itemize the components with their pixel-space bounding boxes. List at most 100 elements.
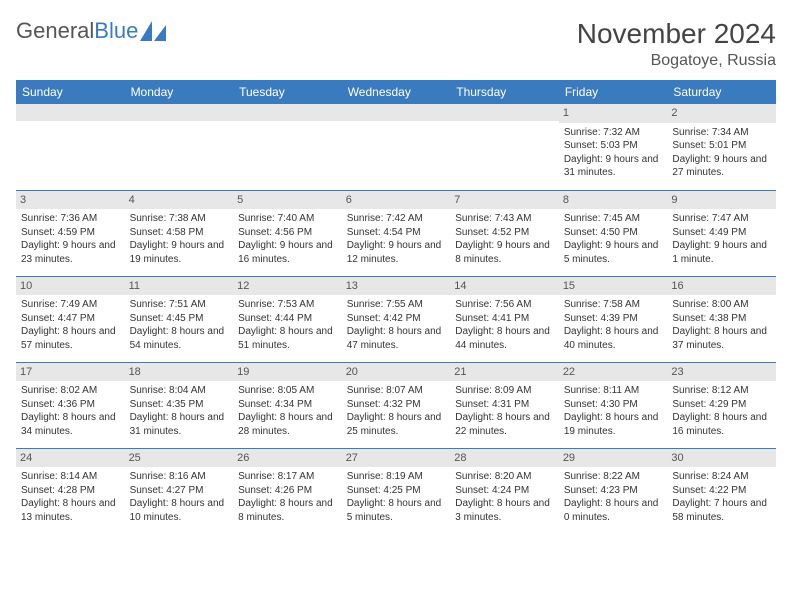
calendar-week-row: 10Sunrise: 7:49 AMSunset: 4:47 PMDayligh… [16, 276, 776, 362]
sunset-text: Sunset: 4:56 PM [238, 226, 337, 240]
sunset-text: Sunset: 4:34 PM [238, 398, 337, 412]
calendar-day-cell: 9Sunrise: 7:47 AMSunset: 4:49 PMDaylight… [667, 190, 776, 276]
daylight-text: Daylight: 8 hours and 16 minutes. [672, 411, 771, 438]
calendar-day-cell [342, 104, 451, 190]
sunset-text: Sunset: 4:50 PM [564, 226, 663, 240]
day-number: 12 [233, 277, 342, 296]
sunrise-text: Sunrise: 7:47 AM [672, 212, 771, 226]
weekday-heading: Saturday [667, 80, 776, 104]
day-number: 7 [450, 191, 559, 210]
calendar-day-cell: 19Sunrise: 8:05 AMSunset: 4:34 PMDayligh… [233, 362, 342, 448]
daylight-text: Daylight: 8 hours and 25 minutes. [347, 411, 446, 438]
calendar-day-cell: 15Sunrise: 7:58 AMSunset: 4:39 PMDayligh… [559, 276, 668, 362]
day-number: 8 [559, 191, 668, 210]
sunrise-text: Sunrise: 8:09 AM [455, 384, 554, 398]
weekday-heading: Friday [559, 80, 668, 104]
calendar-day-cell: 14 Sunrise: 7:56 AMSunset: 4:41 PMDayligh… [450, 276, 559, 362]
sunrise-text: Sunrise: 7:36 AM [21, 212, 120, 226]
day-number: 27 [342, 449, 451, 468]
empty-day [16, 104, 125, 121]
daylight-text: Daylight: 9 hours and 23 minutes. [21, 239, 120, 266]
daylight-text: Daylight: 7 hours and 58 minutes. [672, 497, 771, 524]
weekday-heading: Monday [125, 80, 234, 104]
sunset-text: Sunset: 4:30 PM [564, 398, 663, 412]
sunrise-text: Sunrise: 8:00 AM [672, 298, 771, 312]
brand-logo: GeneralBlue [16, 18, 166, 44]
calendar-day-cell: 1Sunrise: 7:32 AMSunset: 5:03 PMDaylight… [559, 104, 668, 190]
sunset-text: Sunset: 4:36 PM [21, 398, 120, 412]
daylight-text: Daylight: 8 hours and 57 minutes. [21, 325, 120, 352]
sunset-text: Sunset: 4:41 PM [455, 312, 554, 326]
daylight-text: Daylight: 8 hours and 54 minutes. [130, 325, 229, 352]
daylight-text: Daylight: 9 hours and 19 minutes. [130, 239, 229, 266]
daylight-text: Daylight: 8 hours and 19 minutes. [564, 411, 663, 438]
weekday-heading: Wednesday [342, 80, 451, 104]
sunrise-text: Sunrise: 8:19 AM [347, 470, 446, 484]
sunrise-text: Sunrise: 7:40 AM [238, 212, 337, 226]
calendar-day-cell: 22Sunrise: 8:11 AMSunset: 4:30 PMDayligh… [559, 362, 668, 448]
day-number: 20 [342, 363, 451, 382]
day-number: 1 [559, 104, 668, 123]
sunrise-text: Sunrise: 8:17 AM [238, 470, 337, 484]
calendar-day-cell: 21Sunrise: 8:09 AMSunset: 4:31 PMDayligh… [450, 362, 559, 448]
sunset-text: Sunset: 4:47 PM [21, 312, 120, 326]
daylight-text: Daylight: 9 hours and 8 minutes. [455, 239, 554, 266]
day-number: 30 [667, 449, 776, 468]
daylight-text: Daylight: 8 hours and 37 minutes. [672, 325, 771, 352]
calendar-day-cell: 10Sunrise: 7:49 AMSunset: 4:47 PMDayligh… [16, 276, 125, 362]
sunrise-text: Sunrise: 7:43 AM [455, 212, 554, 226]
sunset-text: Sunset: 4:42 PM [347, 312, 446, 326]
day-number: 19 [233, 363, 342, 382]
sunrise-text: Sunrise: 7:58 AM [564, 298, 663, 312]
calendar-day-cell [233, 104, 342, 190]
sunset-text: Sunset: 4:38 PM [672, 312, 771, 326]
page-header: GeneralBlue November 2024 Bogatoye, Russ… [16, 18, 776, 70]
sunrise-text: Sunrise: 7:53 AM [238, 298, 337, 312]
daylight-text: Daylight: 8 hours and 34 minutes. [21, 411, 120, 438]
daylight-text: Daylight: 8 hours and 28 minutes. [238, 411, 337, 438]
calendar-day-cell [125, 104, 234, 190]
day-number: 17 [16, 363, 125, 382]
day-number: 6 [342, 191, 451, 210]
day-number: 11 [125, 277, 234, 296]
sunrise-text: Sunrise: 7:55 AM [347, 298, 446, 312]
sunrise-text: Sunrise: 8:24 AM [672, 470, 771, 484]
brand-word-2: Blue [94, 18, 138, 44]
calendar-day-cell: 6Sunrise: 7:42 AMSunset: 4:54 PMDaylight… [342, 190, 451, 276]
sunrise-text: Sunrise: 7:38 AM [130, 212, 229, 226]
day-number: 14 [450, 277, 559, 296]
empty-day [342, 104, 451, 121]
sunrise-text: Sunrise: 7:49 AM [21, 298, 120, 312]
brand-word-1: General [16, 18, 94, 44]
calendar-day-cell: 4Sunrise: 7:38 AMSunset: 4:58 PMDaylight… [125, 190, 234, 276]
calendar-week-row: 24Sunrise: 8:14 AMSunset: 4:28 PMDayligh… [16, 448, 776, 534]
sunrise-text: Sunrise: 8:16 AM [130, 470, 229, 484]
daylight-text: Daylight: 8 hours and 22 minutes. [455, 411, 554, 438]
day-number: 26 [233, 449, 342, 468]
day-number: 3 [16, 191, 125, 210]
day-number: 4 [125, 191, 234, 210]
sail-icon [140, 21, 166, 41]
day-number: 25 [125, 449, 234, 468]
daylight-text: Daylight: 8 hours and 8 minutes. [238, 497, 337, 524]
daylight-text: Daylight: 8 hours and 40 minutes. [564, 325, 663, 352]
calendar-day-cell: 27Sunrise: 8:19 AMSunset: 4:25 PMDayligh… [342, 448, 451, 534]
calendar-day-cell: 16Sunrise: 8:00 AMSunset: 4:38 PMDayligh… [667, 276, 776, 362]
daylight-text: Daylight: 8 hours and 3 minutes. [455, 497, 554, 524]
sunset-text: Sunset: 4:23 PM [564, 484, 663, 498]
sunrise-text: Sunrise: 8:14 AM [21, 470, 120, 484]
daylight-text: Daylight: 8 hours and 0 minutes. [564, 497, 663, 524]
sunrise-text: Sunrise: 7:45 AM [564, 212, 663, 226]
daylight-text: Daylight: 8 hours and 31 minutes. [130, 411, 229, 438]
calendar-day-cell: 18Sunrise: 8:04 AMSunset: 4:35 PMDayligh… [125, 362, 234, 448]
calendar-day-cell [16, 104, 125, 190]
sunrise-text: Sunrise: 7:56 AM [455, 298, 554, 312]
sunset-text: Sunset: 4:45 PM [130, 312, 229, 326]
daylight-text: Daylight: 8 hours and 13 minutes. [21, 497, 120, 524]
daylight-text: Daylight: 8 hours and 44 minutes. [455, 325, 554, 352]
weekday-heading: Tuesday [233, 80, 342, 104]
day-number: 21 [450, 363, 559, 382]
day-number: 24 [16, 449, 125, 468]
day-number: 18 [125, 363, 234, 382]
sunrise-text: Sunrise: 7:34 AM [672, 126, 771, 140]
